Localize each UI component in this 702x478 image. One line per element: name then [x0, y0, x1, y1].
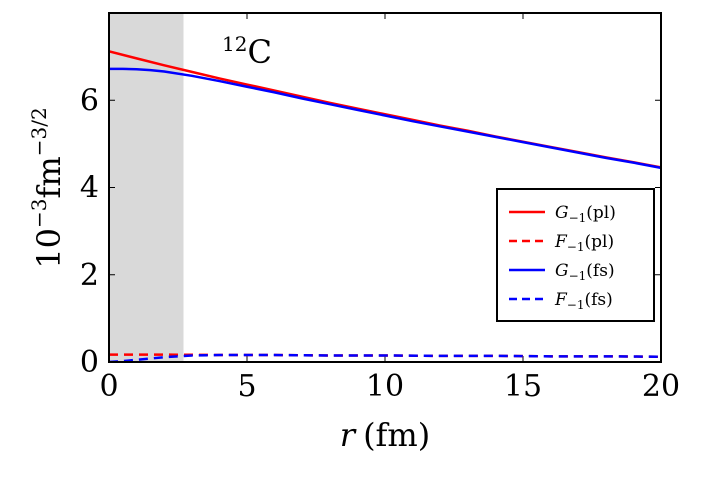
x-axis-title: r (fm)	[340, 416, 430, 454]
plot-frame	[108, 12, 662, 363]
series-line	[109, 353, 661, 362]
y-tick-label: 0	[80, 345, 99, 380]
x-tick-label: 0	[99, 369, 118, 404]
legend-entry: F−1(pl)	[554, 232, 614, 254]
x-tick-label: 15	[504, 369, 542, 404]
element-annotation: 12C	[222, 32, 272, 71]
legend-entry: G−1(fs)	[555, 261, 615, 283]
x-tick-label: 10	[366, 369, 404, 404]
y-tick-label: 6	[80, 83, 99, 118]
y-axis-title: 10−3fm−3/2	[27, 107, 68, 268]
y-tick-label: 2	[80, 258, 99, 293]
legend-entry: F−1(fs)	[554, 290, 613, 312]
x-tick-label: 5	[237, 369, 256, 404]
x-tick-label: 20	[642, 369, 680, 404]
annotation-superscript: 12	[222, 32, 247, 56]
shaded-region	[109, 13, 184, 362]
x-axis-variable: r	[340, 416, 357, 454]
series-line	[109, 67, 661, 170]
legend-entry: G−1(pl)	[555, 203, 616, 225]
series-layer	[109, 50, 661, 362]
y-tick-label: 4	[80, 171, 99, 206]
tick-labels: 0 5 10 15 20 0 2 4 6	[80, 83, 680, 404]
x-axis-unit: (fm)	[363, 416, 430, 454]
legend: G−1(pl) F−1(pl) G−1(fs) F−1(fs)	[496, 188, 655, 322]
annotation-base: C	[247, 33, 271, 71]
